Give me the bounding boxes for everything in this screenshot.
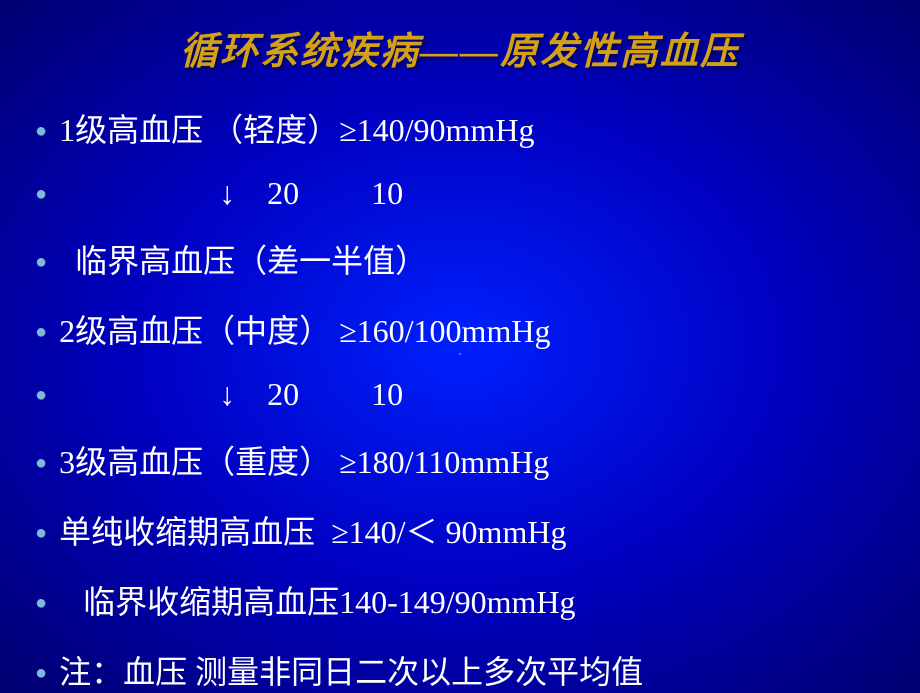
bullet-icon: ● [35, 384, 47, 407]
bullet-icon: ● [35, 452, 47, 475]
line-text: ↓ 20 10 [59, 175, 403, 212]
list-item: ● 3级高血压（重度） ≥180/110mmHg [35, 437, 900, 483]
list-item: ● 1级高血压 （轻度）≥140/90mmHg [35, 105, 900, 151]
content-area: ● 1级高血压 （轻度）≥140/90mmHg ● ↓ 20 10 ● 临界高血… [0, 105, 920, 693]
bullet-icon: ● [35, 183, 47, 206]
line-text: 单纯收缩期高血压 ≥140/＜ 90mmHg [59, 507, 566, 553]
page-marker: · [458, 348, 462, 360]
line-text: 临界收缩期高血压140-149/90mmHg [59, 577, 575, 623]
line-text: 临界高血压（差一半值） [59, 236, 427, 282]
list-item: ● 临界高血压（差一半值） [35, 236, 900, 282]
line-text: 1级高血压 （轻度）≥140/90mmHg [59, 105, 534, 151]
list-item: ● 单纯收缩期高血压 ≥140/＜ 90mmHg [35, 507, 900, 553]
list-item: ● 2级高血压（中度） ≥160/100mmHg [35, 306, 900, 352]
bullet-icon: ● [35, 120, 47, 143]
bullet-icon: ● [35, 251, 47, 274]
slide-title: 循环系统疾病——原发性高血压 [0, 0, 920, 105]
list-item: ● ↓ 20 10 [35, 175, 900, 212]
bullet-icon: ● [35, 522, 47, 545]
line-text: 注：血压 测量非同日二次以上多次平均值 [59, 647, 643, 693]
list-item: ● 注：血压 测量非同日二次以上多次平均值 [35, 647, 900, 693]
line-text: 2级高血压（中度） ≥160/100mmHg [59, 306, 550, 352]
list-item: ● 临界收缩期高血压140-149/90mmHg [35, 577, 900, 623]
bullet-icon: ● [35, 321, 47, 344]
bullet-icon: ● [35, 592, 47, 615]
list-item: ● ↓ 20 10 [35, 376, 900, 413]
line-text: 3级高血压（重度） ≥180/110mmHg [59, 437, 549, 483]
line-text: ↓ 20 10 [59, 376, 403, 413]
bullet-icon: ● [35, 662, 47, 685]
